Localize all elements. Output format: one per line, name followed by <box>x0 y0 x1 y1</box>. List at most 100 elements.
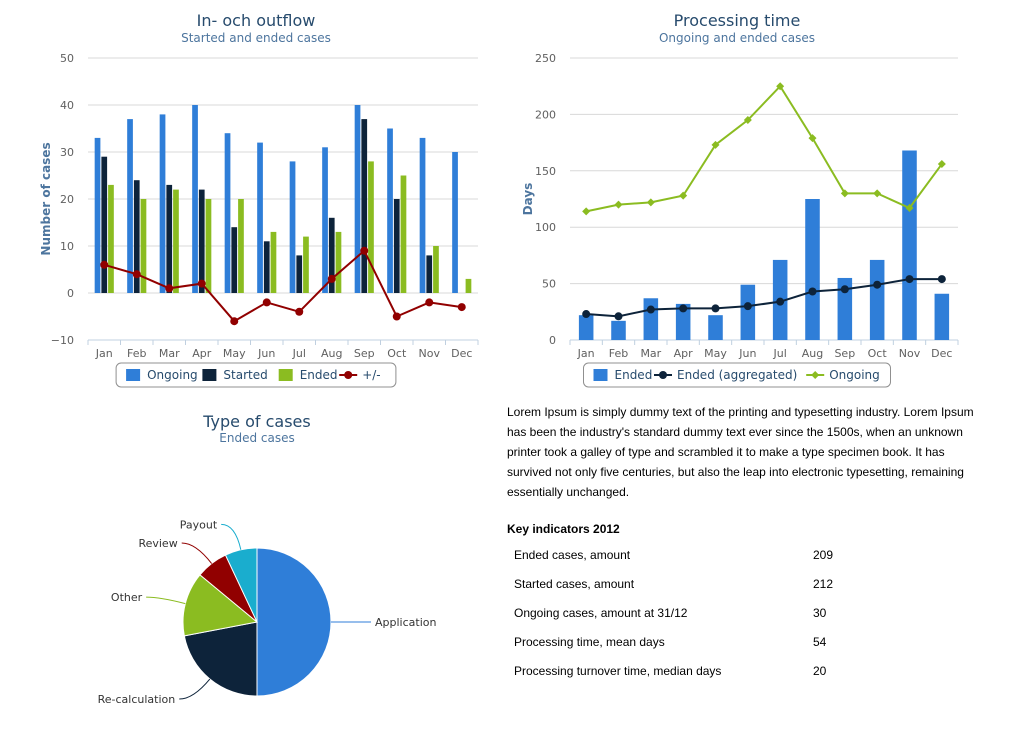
x-tick-label: Oct <box>868 347 888 360</box>
point-ended-aggregated <box>614 312 623 321</box>
kpi-value: 30 <box>813 605 827 620</box>
legend-symbol <box>126 369 141 381</box>
point-net-change <box>262 298 271 307</box>
y-tick-label: 50 <box>60 52 74 65</box>
y-axis-title: Days <box>521 183 535 216</box>
point-net-change <box>392 312 401 321</box>
text-panel: Lorem Ipsum is simply dummy text of the … <box>507 402 977 685</box>
point-ongoing <box>873 189 882 198</box>
chart-legend: Ended Ended (aggregated) Ongoing <box>583 362 891 388</box>
bar-started <box>328 217 335 293</box>
bar-ended <box>140 199 147 293</box>
pie-label: Re-calculation <box>98 693 176 706</box>
legend-label: Ended (aggregated) <box>677 368 797 382</box>
legend-label: Ongoing <box>829 368 880 382</box>
bar-ongoing <box>387 128 393 293</box>
y-tick-label: 40 <box>60 99 74 112</box>
point-ended-aggregated <box>646 305 655 314</box>
legend-symbol <box>202 369 217 381</box>
point-net-change <box>425 298 434 307</box>
point-ended-aggregated <box>582 310 591 319</box>
bar-started <box>393 199 400 293</box>
bar-ongoing <box>419 137 426 293</box>
point-ongoing <box>808 134 817 143</box>
x-tick-label: Sep <box>354 347 375 360</box>
y-axis-title: Number of cases <box>39 142 53 255</box>
point-ongoing <box>646 198 655 207</box>
kpi-row: Started cases, amount 212 <box>507 569 833 598</box>
legend-box <box>583 362 891 388</box>
bar-ongoing <box>192 105 198 293</box>
x-tick-label: Jan <box>577 347 595 360</box>
legend-marker <box>811 371 820 379</box>
x-tick-label: Mar <box>640 347 661 360</box>
bar-ongoing <box>159 114 166 294</box>
kpi-row: Ended cases, amount 209 <box>507 540 833 569</box>
point-net-change <box>360 246 369 255</box>
y-tick-label: 100 <box>535 221 556 234</box>
inflow-chart: In- och outflow Started and ended cases −1… <box>0 0 500 400</box>
point-ended-aggregated <box>743 302 752 311</box>
chart-subtitle: Ongoing and ended cases <box>659 31 815 45</box>
x-tick-label: Feb <box>609 347 628 360</box>
point-ended-aggregated <box>776 297 785 306</box>
point-ongoing <box>776 82 785 91</box>
x-tick-label: Nov <box>419 347 441 360</box>
point-ongoing <box>743 116 752 125</box>
point-ongoing <box>614 200 623 209</box>
bar-ended <box>869 259 885 340</box>
point-ended-aggregated <box>679 304 688 313</box>
pie-label: Other <box>111 591 143 604</box>
pie-slice-payout <box>224 547 258 623</box>
bar-ended <box>708 315 723 340</box>
bar-started <box>426 255 433 293</box>
bar-ended <box>368 161 374 293</box>
chart-legend: Ongoing Started Ended +/- <box>115 362 397 388</box>
chart-subtitle: Started and ended cases <box>181 31 331 45</box>
legend-label: Ended <box>300 368 338 382</box>
kpi-label: Processing turnover time, median days <box>514 663 722 678</box>
bar-ended <box>465 278 472 293</box>
x-tick-label: Aug <box>802 347 823 360</box>
kpi-row: Ongoing cases, amount at 31/12 30 <box>507 598 833 627</box>
bar-ended <box>400 175 407 293</box>
bar-started <box>263 241 270 293</box>
point-ongoing <box>711 140 720 149</box>
point-ongoing <box>679 191 688 200</box>
point-ended-aggregated <box>905 275 914 284</box>
chart-title: In- och outflow <box>197 11 316 30</box>
point-net-change <box>165 284 174 293</box>
x-tick-label: May <box>223 347 246 360</box>
legend-box <box>115 362 397 388</box>
legend-marker <box>659 371 667 379</box>
point-ongoing <box>937 160 946 169</box>
y-tick-label: 10 <box>60 240 74 253</box>
kpi-label: Ended cases, amount <box>514 547 631 562</box>
kpi-label: Ongoing cases, amount at 31/12 <box>514 605 688 620</box>
bar-started <box>133 180 140 293</box>
pie-label: Application <box>375 616 436 629</box>
x-tick-label: Oct <box>387 347 407 360</box>
kpi-row: Processing time, mean days 54 <box>507 627 833 656</box>
bar-ended <box>837 277 853 340</box>
pie-connector <box>221 523 242 550</box>
x-tick-label: Nov <box>899 347 921 360</box>
y-tick-label: 30 <box>60 146 74 159</box>
x-tick-label: Sep <box>834 347 855 360</box>
bar-ended <box>611 320 626 340</box>
line-ongoing <box>585 84 943 213</box>
bar-started <box>198 189 205 293</box>
y-tick-label: 20 <box>60 193 74 206</box>
x-tick-label: Aug <box>321 347 342 360</box>
point-ended-aggregated <box>808 287 817 296</box>
x-tick-label: Dec <box>451 347 472 360</box>
x-tick-label: Jun <box>738 347 756 360</box>
point-ongoing <box>582 207 591 216</box>
line-net-change <box>103 249 462 323</box>
bar-ended <box>108 184 114 293</box>
point-ongoing <box>905 204 914 213</box>
bar-ended <box>643 298 659 340</box>
